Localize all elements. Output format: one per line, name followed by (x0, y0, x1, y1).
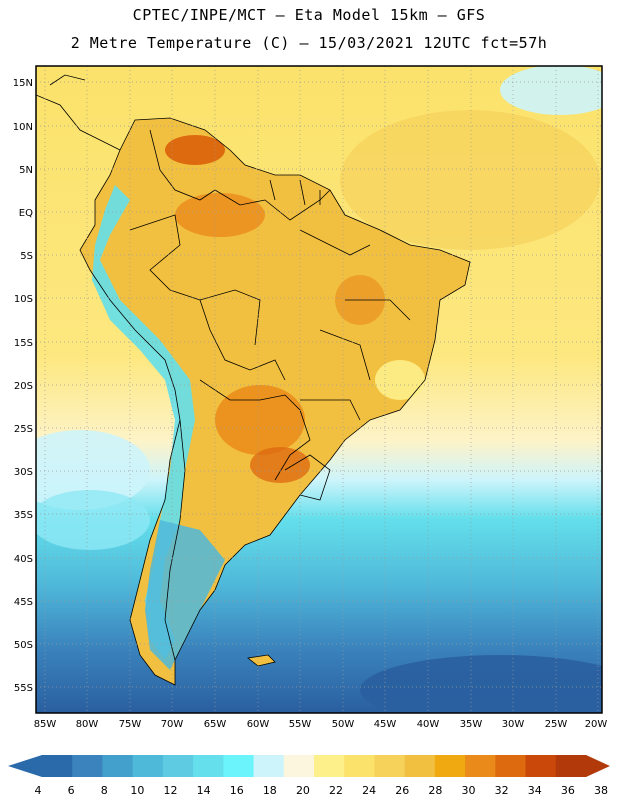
legend-swatch (223, 755, 255, 777)
mild-area-se-brazil (375, 360, 425, 400)
border-brazil-states (299, 229, 411, 421)
legend-label: 30 (462, 784, 476, 797)
lon-label: 25W (545, 719, 568, 730)
legend-label: 22 (329, 784, 343, 797)
map-title-line2: 2 Metre Temperature (C) – 15/03/2021 12U… (70, 34, 548, 52)
hot-spot-venezuela (165, 135, 225, 165)
lon-label: 60W (247, 719, 270, 730)
lon-label: 40W (417, 719, 440, 730)
legend-label: 10 (130, 784, 144, 797)
legend-label: 6 (68, 784, 75, 797)
lat-label: 25S (14, 424, 33, 435)
lat-label: 45S (14, 597, 33, 608)
legend-label: 36 (561, 784, 575, 797)
legend-arrow-left (8, 755, 42, 777)
lon-label: 50W (332, 719, 355, 730)
south-america-coastline (79, 117, 471, 686)
border-bolivia (199, 299, 286, 381)
lat-label: 30S (14, 467, 33, 478)
legend-swatch (555, 755, 587, 777)
lon-label: 30W (502, 719, 525, 730)
legend-swatch (374, 755, 406, 777)
lon-label: 70W (161, 719, 184, 730)
pacific-cool-area (36, 430, 150, 510)
legend-label: 8 (101, 784, 108, 797)
lat-label: 35S (14, 510, 33, 521)
legend-swatch (434, 755, 466, 777)
lat-label: 15N (13, 78, 33, 89)
map-field (36, 66, 602, 713)
legend-label: 12 (163, 784, 177, 797)
central-america-coast (36, 74, 121, 151)
southern-ocean-cold (360, 655, 602, 713)
legend-arrow-right (586, 755, 610, 777)
legend-label: 24 (362, 784, 376, 797)
legend-swatch (102, 755, 134, 777)
legend-swatch (525, 755, 557, 777)
legend-label: 18 (263, 784, 277, 797)
legend-swatch (162, 755, 194, 777)
legend-swatch (283, 755, 315, 777)
hot-spot-argentina (250, 447, 310, 483)
color-legend: 4 6 8 10 12 14 16 18 20 22 24 26 28 30 32 34 36 38 (8, 755, 610, 797)
legend-swatch (465, 755, 496, 777)
lat-label: 40S (14, 554, 33, 565)
legend-swatch (404, 755, 436, 777)
lon-label: 20W (585, 719, 608, 730)
lat-label: 50S (14, 640, 33, 651)
legend-swatch (253, 755, 285, 777)
map-frame (35, 65, 603, 714)
border-guianas (269, 179, 321, 206)
latitude-axis: 15N 10N 5N EQ 5S 10S 15S 20S 25S 30S 35S… (13, 78, 33, 694)
legend-swatch (132, 755, 164, 777)
warm-area-amazon (175, 193, 265, 237)
patagonia-area (145, 520, 225, 670)
border-chile-argentina (164, 419, 186, 661)
legend-label: 32 (495, 784, 509, 797)
lon-label: 85W (34, 719, 57, 730)
legend-label: 34 (528, 784, 542, 797)
legend-label: 26 (395, 784, 409, 797)
lon-label: 65W (204, 719, 227, 730)
lat-label: EQ (19, 208, 33, 219)
legend-swatch (42, 755, 73, 777)
lat-label: 10S (14, 294, 33, 305)
map-title-line1: CPTEC/INPE/MCT – Eta Model 15km – GFS (132, 6, 486, 24)
lon-label: 75W (119, 719, 142, 730)
border-brazil-north (214, 189, 331, 221)
legend-label: 28 (428, 784, 442, 797)
lon-label: 35W (460, 719, 483, 730)
lat-label: 15S (14, 338, 33, 349)
border-colombia-venezuela (149, 129, 216, 201)
lon-label: 45W (374, 719, 397, 730)
lat-label: 5N (19, 165, 33, 176)
lat-label: 55S (14, 683, 33, 694)
cool-ocean-patch (500, 66, 602, 115)
lat-label: 10N (13, 122, 33, 133)
lat-label: 5S (20, 251, 33, 262)
warm-area-paraguay (215, 385, 305, 455)
legend-swatch (495, 755, 527, 777)
longitude-axis: 85W 80W 75W 70W 65W 60W 55W 50W 45W 40W … (34, 719, 608, 730)
falklands-island (247, 654, 276, 667)
legend-label: 38 (594, 784, 608, 797)
legend-swatch (344, 755, 375, 777)
pacific-cold-area (36, 490, 150, 550)
border-peru-brazil (129, 214, 261, 346)
legend-label: 4 (35, 784, 42, 797)
country-borders (36, 74, 471, 686)
border-paraguay-argentina (199, 379, 311, 481)
border-uruguay (284, 454, 331, 501)
legend-swatch (314, 755, 345, 777)
warm-ocean-patch (340, 110, 600, 250)
lon-label: 80W (76, 719, 99, 730)
legend-swatch (72, 755, 103, 777)
legend-label: 16 (230, 784, 244, 797)
legend-swatch (193, 755, 224, 777)
legend-label: 14 (197, 784, 211, 797)
lon-label: 55W (289, 719, 312, 730)
legend-label: 20 (296, 784, 310, 797)
lat-label: 20S (14, 381, 33, 392)
